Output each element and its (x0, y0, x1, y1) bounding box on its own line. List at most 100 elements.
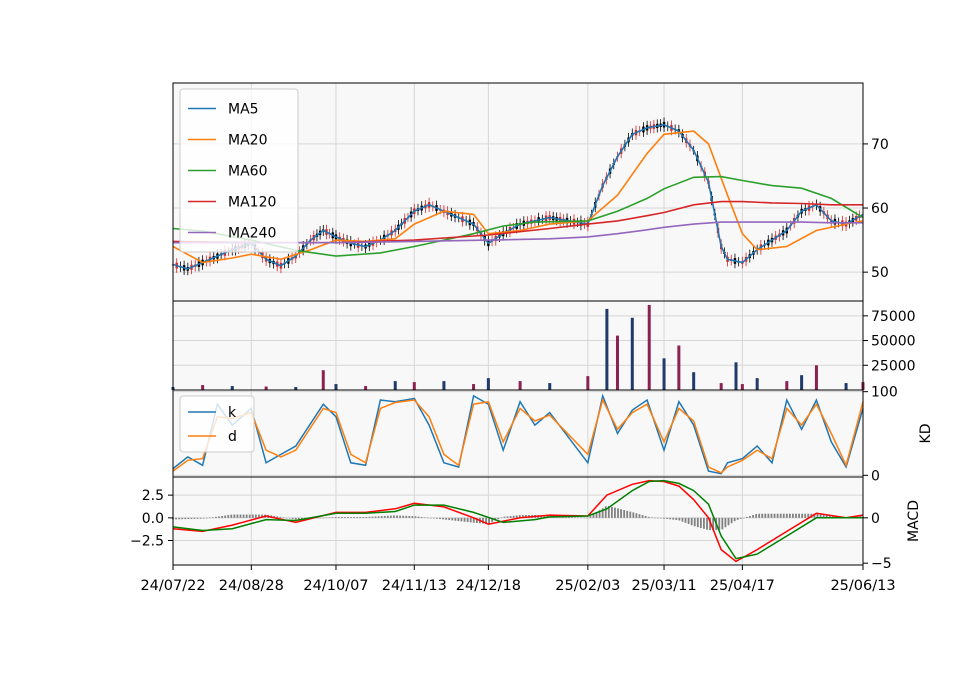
macd-histogram-bar (208, 517, 211, 519)
macd-histogram-bar (193, 517, 196, 519)
macd-histogram-bar (423, 517, 426, 518)
macd-histogram-bar (343, 517, 346, 518)
macd-histogram-bar (657, 517, 659, 519)
macd-histogram-bar (767, 513, 770, 518)
macd-histogram-bar (540, 515, 543, 518)
macd-histogram-bar (518, 515, 521, 518)
volume-bar (785, 381, 789, 390)
macd-histogram-bar (353, 517, 355, 518)
macd-histogram-bar (236, 514, 239, 518)
volume-bar (677, 345, 681, 390)
y-axis-label-macd: MACD (906, 500, 922, 542)
volume-bar (800, 375, 804, 390)
macd-histogram-bar (445, 517, 448, 520)
macd-histogram-bar (647, 516, 650, 518)
macd-histogram-bar (632, 512, 635, 518)
macd-histogram-bar (377, 516, 380, 518)
macd-histogram-bar (245, 514, 248, 518)
macd-histogram-bar (580, 517, 583, 519)
macd-histogram-bar (390, 515, 392, 518)
macd-histogram-bar (512, 515, 515, 518)
macd-histogram-bar (687, 517, 690, 525)
macd-histogram-bar (258, 514, 260, 518)
macd-histogram-bar (368, 516, 371, 518)
macd-histogram-bar (331, 517, 334, 518)
macd-histogram-bar (420, 516, 423, 518)
macd-histogram-bar (506, 516, 509, 518)
legend-label-ma5: MA5 (228, 102, 259, 118)
macd-histogram-bar (230, 514, 233, 518)
volume-bar (294, 387, 298, 390)
macd-histogram-bar (650, 517, 653, 518)
macd-histogram-bar (221, 515, 224, 518)
panel-background-volume (173, 301, 863, 390)
macd-histogram-bar (577, 517, 580, 518)
macd-histogram-bar (300, 517, 303, 520)
macd-histogram-bar (184, 517, 187, 520)
macd-histogram-bar (782, 513, 785, 518)
macd-histogram-bar (436, 517, 438, 519)
volume-bar (201, 385, 205, 390)
volume-bar (719, 383, 723, 390)
macd-histogram-bar (408, 515, 411, 518)
macd-histogram-bar (598, 510, 601, 518)
macd-histogram-bar (595, 512, 598, 518)
volume-bar (364, 386, 368, 390)
x-tick-label: 24/10/07 (303, 578, 368, 594)
macd-histogram-bar (178, 517, 181, 520)
macd-histogram-bar (623, 510, 626, 518)
macd-histogram-bar (813, 513, 816, 518)
macd-histogram-bar (764, 513, 767, 518)
volume-bar (647, 304, 651, 390)
volume-bar (734, 362, 738, 390)
macd-histogram-bar (586, 517, 589, 519)
volume-bar (740, 384, 744, 390)
macd-histogram-bar (288, 517, 291, 519)
macd-histogram-bar (804, 513, 807, 518)
macd-histogram-bar (721, 517, 724, 530)
macd-histogram-bar (629, 511, 632, 518)
y-axis-label-kd: KD (918, 424, 934, 444)
panel-background-kd (173, 390, 863, 477)
macd-histogram-bar (227, 515, 230, 518)
macd-histogram-bar (614, 507, 616, 518)
macd-histogram-bar (773, 513, 776, 518)
series-line-d (172, 397, 864, 474)
macd-histogram-bar (429, 517, 432, 519)
macd-histogram-bar (475, 517, 478, 523)
legend-label-ma20: MA20 (228, 133, 267, 149)
macd-histogram-bar (574, 517, 576, 518)
macd-histogram-bar (626, 510, 629, 518)
volume-bar (548, 383, 552, 390)
macd-histogram-bar (712, 517, 715, 531)
macd-histogram-bar (248, 514, 251, 518)
volume-bar (814, 365, 818, 390)
macd-histogram-bar (856, 516, 859, 518)
volume-bar (630, 317, 634, 390)
macd-histogram-bar (543, 515, 546, 518)
macd-histogram-bar (451, 517, 454, 521)
macd-histogram-bar (521, 515, 524, 518)
macd-histogram-bar (500, 517, 503, 519)
macd-histogram-bar (607, 506, 610, 518)
series-line-ma120 (172, 200, 863, 244)
macd-histogram-bar (386, 515, 389, 518)
macd-histogram-bar (617, 508, 619, 518)
macd-histogram-bar (669, 517, 672, 520)
macd-histogram-bar (758, 513, 761, 518)
macd-histogram-bar (396, 515, 398, 518)
macd-histogram-bar (454, 517, 457, 521)
volume-bar (692, 372, 696, 390)
macd-histogram-bar (399, 515, 402, 518)
y-tick-label-macd-right: −5 (871, 556, 892, 572)
macd-histogram-bar (718, 517, 721, 531)
macd-histogram-bar (383, 515, 386, 518)
macd-histogram-bar (730, 517, 733, 524)
y-tick-label-price: 50 (871, 265, 889, 281)
macd-histogram-bar (316, 517, 319, 519)
macd-histogram-bar (463, 517, 466, 522)
macd-histogram-bar (340, 517, 343, 518)
macd-histogram-bar (859, 515, 862, 518)
volume-bar (334, 384, 338, 390)
